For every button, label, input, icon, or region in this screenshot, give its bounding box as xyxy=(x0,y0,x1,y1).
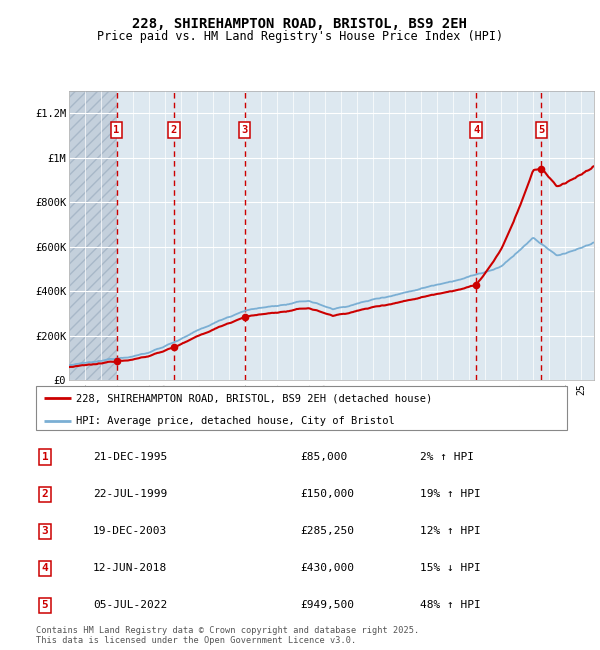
Text: 19% ↑ HPI: 19% ↑ HPI xyxy=(420,489,481,499)
Text: Contains HM Land Registry data © Crown copyright and database right 2025.
This d: Contains HM Land Registry data © Crown c… xyxy=(36,626,419,645)
Text: 5: 5 xyxy=(538,125,544,135)
Text: £430,000: £430,000 xyxy=(300,564,354,573)
Text: 4: 4 xyxy=(473,125,479,135)
Text: 3: 3 xyxy=(241,125,248,135)
Text: 2% ↑ HPI: 2% ↑ HPI xyxy=(420,452,474,462)
Text: Price paid vs. HM Land Registry's House Price Index (HPI): Price paid vs. HM Land Registry's House … xyxy=(97,30,503,43)
Text: £85,000: £85,000 xyxy=(300,452,347,462)
Text: 228, SHIREHAMPTON ROAD, BRISTOL, BS9 2EH: 228, SHIREHAMPTON ROAD, BRISTOL, BS9 2EH xyxy=(133,17,467,31)
FancyBboxPatch shape xyxy=(36,386,567,430)
Text: 2: 2 xyxy=(41,489,49,499)
Text: 1: 1 xyxy=(41,452,49,462)
Text: 1: 1 xyxy=(113,125,119,135)
Text: 22-JUL-1999: 22-JUL-1999 xyxy=(93,489,167,499)
Text: 2: 2 xyxy=(171,125,177,135)
Text: HPI: Average price, detached house, City of Bristol: HPI: Average price, detached house, City… xyxy=(76,415,395,426)
Text: £949,500: £949,500 xyxy=(300,601,354,610)
Text: 5: 5 xyxy=(41,601,49,610)
Text: 15% ↓ HPI: 15% ↓ HPI xyxy=(420,564,481,573)
Text: 12% ↑ HPI: 12% ↑ HPI xyxy=(420,526,481,536)
Bar xyxy=(69,91,116,380)
Text: 19-DEC-2003: 19-DEC-2003 xyxy=(93,526,167,536)
Text: £150,000: £150,000 xyxy=(300,489,354,499)
Text: 3: 3 xyxy=(41,526,49,536)
Text: 05-JUL-2022: 05-JUL-2022 xyxy=(93,601,167,610)
Text: 48% ↑ HPI: 48% ↑ HPI xyxy=(420,601,481,610)
Text: £285,250: £285,250 xyxy=(300,526,354,536)
Text: 4: 4 xyxy=(41,564,49,573)
Text: 12-JUN-2018: 12-JUN-2018 xyxy=(93,564,167,573)
Text: 21-DEC-1995: 21-DEC-1995 xyxy=(93,452,167,462)
Text: 228, SHIREHAMPTON ROAD, BRISTOL, BS9 2EH (detached house): 228, SHIREHAMPTON ROAD, BRISTOL, BS9 2EH… xyxy=(76,393,432,404)
